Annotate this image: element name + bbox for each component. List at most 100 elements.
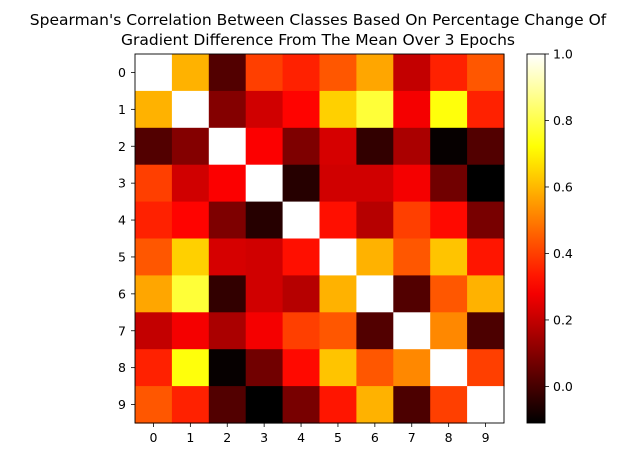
heatmap-cell-5-2 bbox=[208, 238, 247, 276]
y-tick-label: 6 bbox=[118, 286, 126, 301]
heatmap-cell-9-4 bbox=[282, 386, 321, 424]
x-tick-label: 6 bbox=[371, 430, 379, 445]
heatmap-cell-8-9 bbox=[467, 349, 505, 387]
heatmap-cell-2-9 bbox=[467, 127, 505, 166]
colorbar-ticks: 0.0 0.2 0.4 0.6 0.8 1.0 bbox=[545, 47, 573, 394]
heatmap-cell-8-4 bbox=[282, 349, 321, 387]
heatmap-cell-8-3 bbox=[245, 349, 284, 387]
heatmap-cell-5-4 bbox=[282, 238, 321, 276]
x-tick-label: 7 bbox=[408, 430, 416, 445]
y-tick-label: 4 bbox=[118, 213, 126, 228]
heatmap-cell-1-7 bbox=[393, 90, 431, 129]
heatmap-cell-6-1 bbox=[171, 275, 210, 313]
heatmap-cell-1-4 bbox=[282, 90, 321, 129]
chart-title-line-1: Spearman's Correlation Between Classes B… bbox=[30, 11, 607, 29]
heatmap-cell-0-7 bbox=[393, 54, 431, 92]
heatmap-cell-7-2 bbox=[208, 312, 247, 350]
heatmap-cell-5-0 bbox=[135, 238, 173, 276]
heatmap-cell-5-1 bbox=[171, 238, 210, 276]
colorbar-frame bbox=[526, 53, 546, 424]
heatmap-cell-0-2 bbox=[208, 54, 247, 92]
colorbar-tick-label: 0.0 bbox=[553, 379, 573, 394]
heatmap-cell-6-3 bbox=[245, 275, 284, 313]
heatmap-cell-5-3 bbox=[245, 238, 284, 276]
heatmap-cell-5-9 bbox=[467, 238, 505, 276]
x-tick-label: 1 bbox=[186, 430, 194, 445]
colorbar-tick-label: 0.2 bbox=[553, 312, 573, 327]
heatmap-cell-3-2 bbox=[208, 164, 247, 203]
heatmap-cell-1-5 bbox=[319, 90, 357, 129]
heatmap-cell-4-2 bbox=[208, 201, 247, 240]
heatmap-cell-4-7 bbox=[393, 201, 431, 240]
x-tick-label: 8 bbox=[445, 430, 453, 445]
heatmap-cell-8-1 bbox=[171, 349, 210, 387]
heatmap-cell-7-4 bbox=[282, 312, 321, 350]
heatmap-cell-2-4 bbox=[282, 127, 321, 166]
heatmap-cell-1-2 bbox=[208, 90, 247, 129]
heatmap-cell-9-7 bbox=[393, 386, 431, 424]
y-tick-label: 8 bbox=[118, 360, 126, 375]
heatmap-cell-8-7 bbox=[393, 349, 431, 387]
heatmap-cell-4-5 bbox=[319, 201, 357, 240]
heatmap-cell-7-7 bbox=[393, 312, 431, 350]
heatmap-cell-4-1 bbox=[171, 201, 210, 240]
heatmap-cell-4-8 bbox=[430, 201, 468, 240]
x-tick-label: 0 bbox=[149, 430, 157, 445]
heatmap-cell-4-3 bbox=[245, 201, 284, 240]
heatmap-cell-0-4 bbox=[282, 54, 321, 92]
heatmap-cell-4-4 bbox=[282, 201, 321, 240]
heatmap-cell-9-5 bbox=[319, 386, 357, 424]
colorbar-tick-label: 0.8 bbox=[553, 113, 573, 128]
heatmap-cell-7-8 bbox=[430, 312, 468, 350]
heatmap-cell-2-7 bbox=[393, 127, 431, 166]
x-tick-label: 5 bbox=[334, 430, 342, 445]
heatmap-cell-7-3 bbox=[245, 312, 284, 350]
heatmap-cell-2-0 bbox=[135, 127, 173, 166]
colorbar-tick-label: 0.6 bbox=[553, 179, 573, 194]
heatmap-cell-2-5 bbox=[319, 127, 357, 166]
heatmap-cell-2-2 bbox=[208, 127, 247, 166]
heatmap-cell-6-8 bbox=[430, 275, 468, 313]
y-tick-label: 7 bbox=[118, 323, 126, 338]
heatmap-cell-7-6 bbox=[356, 312, 394, 350]
heatmap-cell-2-6 bbox=[356, 127, 394, 166]
heatmap-cell-6-5 bbox=[319, 275, 357, 313]
x-tick-label: 3 bbox=[260, 430, 268, 445]
y-tick-label: 0 bbox=[118, 65, 126, 80]
heatmap-cell-1-0 bbox=[135, 90, 173, 129]
heatmap-cell-0-9 bbox=[467, 54, 505, 92]
heatmap-cell-1-9 bbox=[467, 90, 505, 129]
heatmap-cell-6-2 bbox=[208, 275, 247, 313]
heatmap-cell-8-0 bbox=[135, 349, 173, 387]
heatmap-cell-6-7 bbox=[393, 275, 431, 313]
heatmap-cell-3-9 bbox=[467, 164, 505, 203]
heatmap-cell-9-1 bbox=[171, 386, 210, 424]
x-tick-label: 4 bbox=[297, 430, 305, 445]
y-tick-label: 2 bbox=[118, 139, 126, 154]
heatmap-cell-8-8 bbox=[430, 349, 468, 387]
heatmap-cell-3-7 bbox=[393, 164, 431, 203]
heatmap-cell-5-7 bbox=[393, 238, 431, 276]
heatmap-cell-0-0 bbox=[135, 54, 173, 92]
heatmap-cell-8-6 bbox=[356, 349, 394, 387]
heatmap-cell-3-3 bbox=[245, 164, 284, 203]
heatmap-cell-1-3 bbox=[245, 90, 284, 129]
heatmap-cell-9-8 bbox=[430, 386, 468, 424]
heatmap-cell-6-0 bbox=[135, 275, 173, 313]
chart-title-line-2: Gradient Difference From The Mean Over 3… bbox=[121, 31, 515, 49]
heatmap-cell-0-6 bbox=[356, 54, 394, 92]
y-tick-label: 3 bbox=[118, 176, 126, 191]
heatmap-cell-5-5 bbox=[319, 238, 357, 276]
heatmap-cell-4-9 bbox=[467, 201, 505, 240]
heatmap-cell-3-4 bbox=[282, 164, 321, 203]
heatmap-cells bbox=[135, 54, 505, 424]
heatmap-cell-7-1 bbox=[171, 312, 210, 350]
heatmap-cell-6-4 bbox=[282, 275, 321, 313]
heatmap-cell-4-6 bbox=[356, 201, 394, 240]
heatmap-cell-9-0 bbox=[135, 386, 173, 424]
colorbar-tick-label: 1.0 bbox=[553, 47, 573, 62]
heatmap-cell-8-5 bbox=[319, 349, 357, 387]
heatmap-cell-9-9 bbox=[467, 386, 505, 424]
heatmap-cell-0-5 bbox=[319, 54, 357, 92]
